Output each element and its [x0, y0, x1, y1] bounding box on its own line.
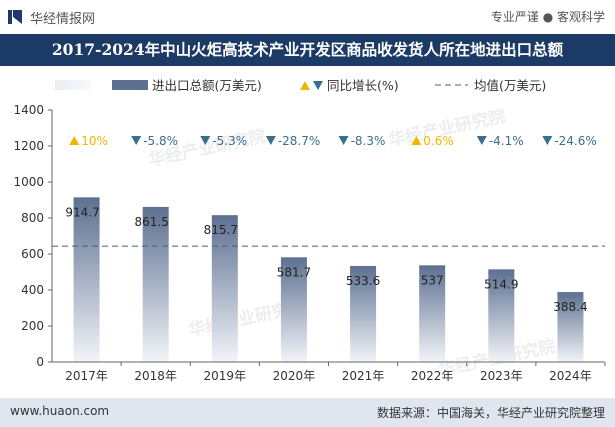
bar-value-label: 815.7: [204, 223, 238, 237]
bar-value-label: 537: [421, 273, 444, 287]
bar: [419, 265, 446, 362]
y-tick-label: 1400: [13, 103, 44, 117]
tagline: 专业严谨 ● 客观科学: [490, 10, 605, 24]
legend-growth-label: 同比增长(%): [327, 78, 399, 93]
growth-label: 0.6%: [423, 134, 454, 148]
site-url: www.huaon.com: [10, 404, 110, 418]
x-tick-label: 2023年: [480, 369, 523, 383]
growth-label: -5.8%: [143, 134, 178, 148]
bar: [142, 206, 169, 362]
bar: [350, 265, 377, 362]
growth-down-triangle-icon: [131, 136, 142, 145]
legend-bar-label: 进出口总额(万美元): [152, 78, 262, 93]
bar: [280, 257, 307, 362]
growth-label: -28.7%: [278, 134, 320, 148]
y-tick-label: 400: [21, 283, 44, 297]
x-tick-label: 2020年: [273, 369, 316, 383]
growth-down-triangle-icon: [542, 136, 553, 145]
y-axis: 0 200 400 600 800 1000 1200 1400: [13, 103, 53, 369]
chart-title: 2017-2024年中山火炬高技术产业开发区商品收发货人所在地进出口总额: [51, 40, 564, 59]
x-tick-label: 2021年: [342, 369, 385, 383]
bar: [211, 215, 238, 362]
title-bar: 2017-2024年中山火炬高技术产业开发区商品收发货人所在地进出口总额: [0, 34, 615, 66]
y-tick-label: 0: [36, 355, 44, 369]
x-tick-label: 2024年: [549, 369, 592, 383]
legend-down-triangle-icon: [313, 81, 323, 90]
growth-down-triangle-icon: [338, 136, 349, 145]
growth-label: -4.1%: [489, 134, 524, 148]
y-tick-label: 1200: [13, 139, 44, 153]
y-tick-label: 1000: [13, 175, 44, 189]
x-tick-label: 2018年: [134, 369, 177, 383]
footer: www.huaon.com 数据来源：中国海关，华经产业研究院整理: [0, 398, 615, 427]
legend-avg-label: 均值(万美元): [474, 78, 546, 93]
y-tick-label: 800: [21, 211, 44, 225]
legend-gradient-swatch: [55, 80, 91, 90]
growth-label: -8.3%: [351, 134, 386, 148]
bar: [488, 269, 515, 362]
bar-value-label: 861.5: [135, 215, 169, 229]
growth-labels: 10% -5.8% -5.3% -28.7% -8.3% 0.6% -4.1% -24.6%: [69, 134, 597, 148]
legend-up-triangle-icon: [300, 81, 310, 90]
bar-value-label: 914.7: [65, 205, 99, 219]
top-bar: 华经情报网 专业严谨 ● 客观科学: [0, 0, 615, 34]
growth-up-triangle-icon: [411, 136, 422, 145]
legend: 进出口总额(万美元) 同比增长(%) 均值(万美元): [55, 78, 546, 93]
huajing-logo-icon: [8, 10, 22, 24]
bar-value-label: 514.9: [484, 277, 518, 291]
growth-label: -24.6%: [554, 134, 596, 148]
brand-name: 华经情报网: [30, 12, 96, 27]
chart: 华经产业研究院 华经产业研究院 华经产业研究院 华经产业研究院 进出口总额(万美…: [13, 78, 606, 383]
x-tick-label: 2019年: [204, 369, 247, 383]
x-tick-label: 2022年: [411, 369, 454, 383]
legend-bar-swatch: [112, 80, 148, 90]
bar: [73, 197, 100, 362]
bar-value-label: 388.4: [553, 300, 587, 314]
bar: [557, 292, 584, 362]
bar-value-label: 533.6: [346, 274, 380, 288]
data-source: 数据来源：中国海关，华经产业研究院整理: [376, 406, 605, 420]
x-axis: 2017年 2018年 2019年 2020年 2021年 2022年 2023年 2024年: [52, 361, 606, 383]
y-tick-label: 200: [21, 319, 44, 333]
growth-down-triangle-icon: [265, 136, 276, 145]
y-tick-label: 600: [21, 247, 44, 261]
watermark-text: 华经产业研究院: [147, 126, 268, 171]
value-labels: 914.7 861.5 815.7 581.7 533.6 537 514.9 388.4: [65, 205, 587, 314]
growth-up-triangle-icon: [69, 136, 80, 145]
growth-down-triangle-icon: [200, 136, 211, 145]
growth-label: -5.3%: [212, 134, 247, 148]
bar-value-label: 581.7: [277, 265, 311, 279]
x-tick-label: 2017年: [65, 369, 108, 383]
growth-label: 10%: [81, 134, 108, 148]
bars: [73, 197, 584, 362]
growth-down-triangle-icon: [476, 136, 487, 145]
